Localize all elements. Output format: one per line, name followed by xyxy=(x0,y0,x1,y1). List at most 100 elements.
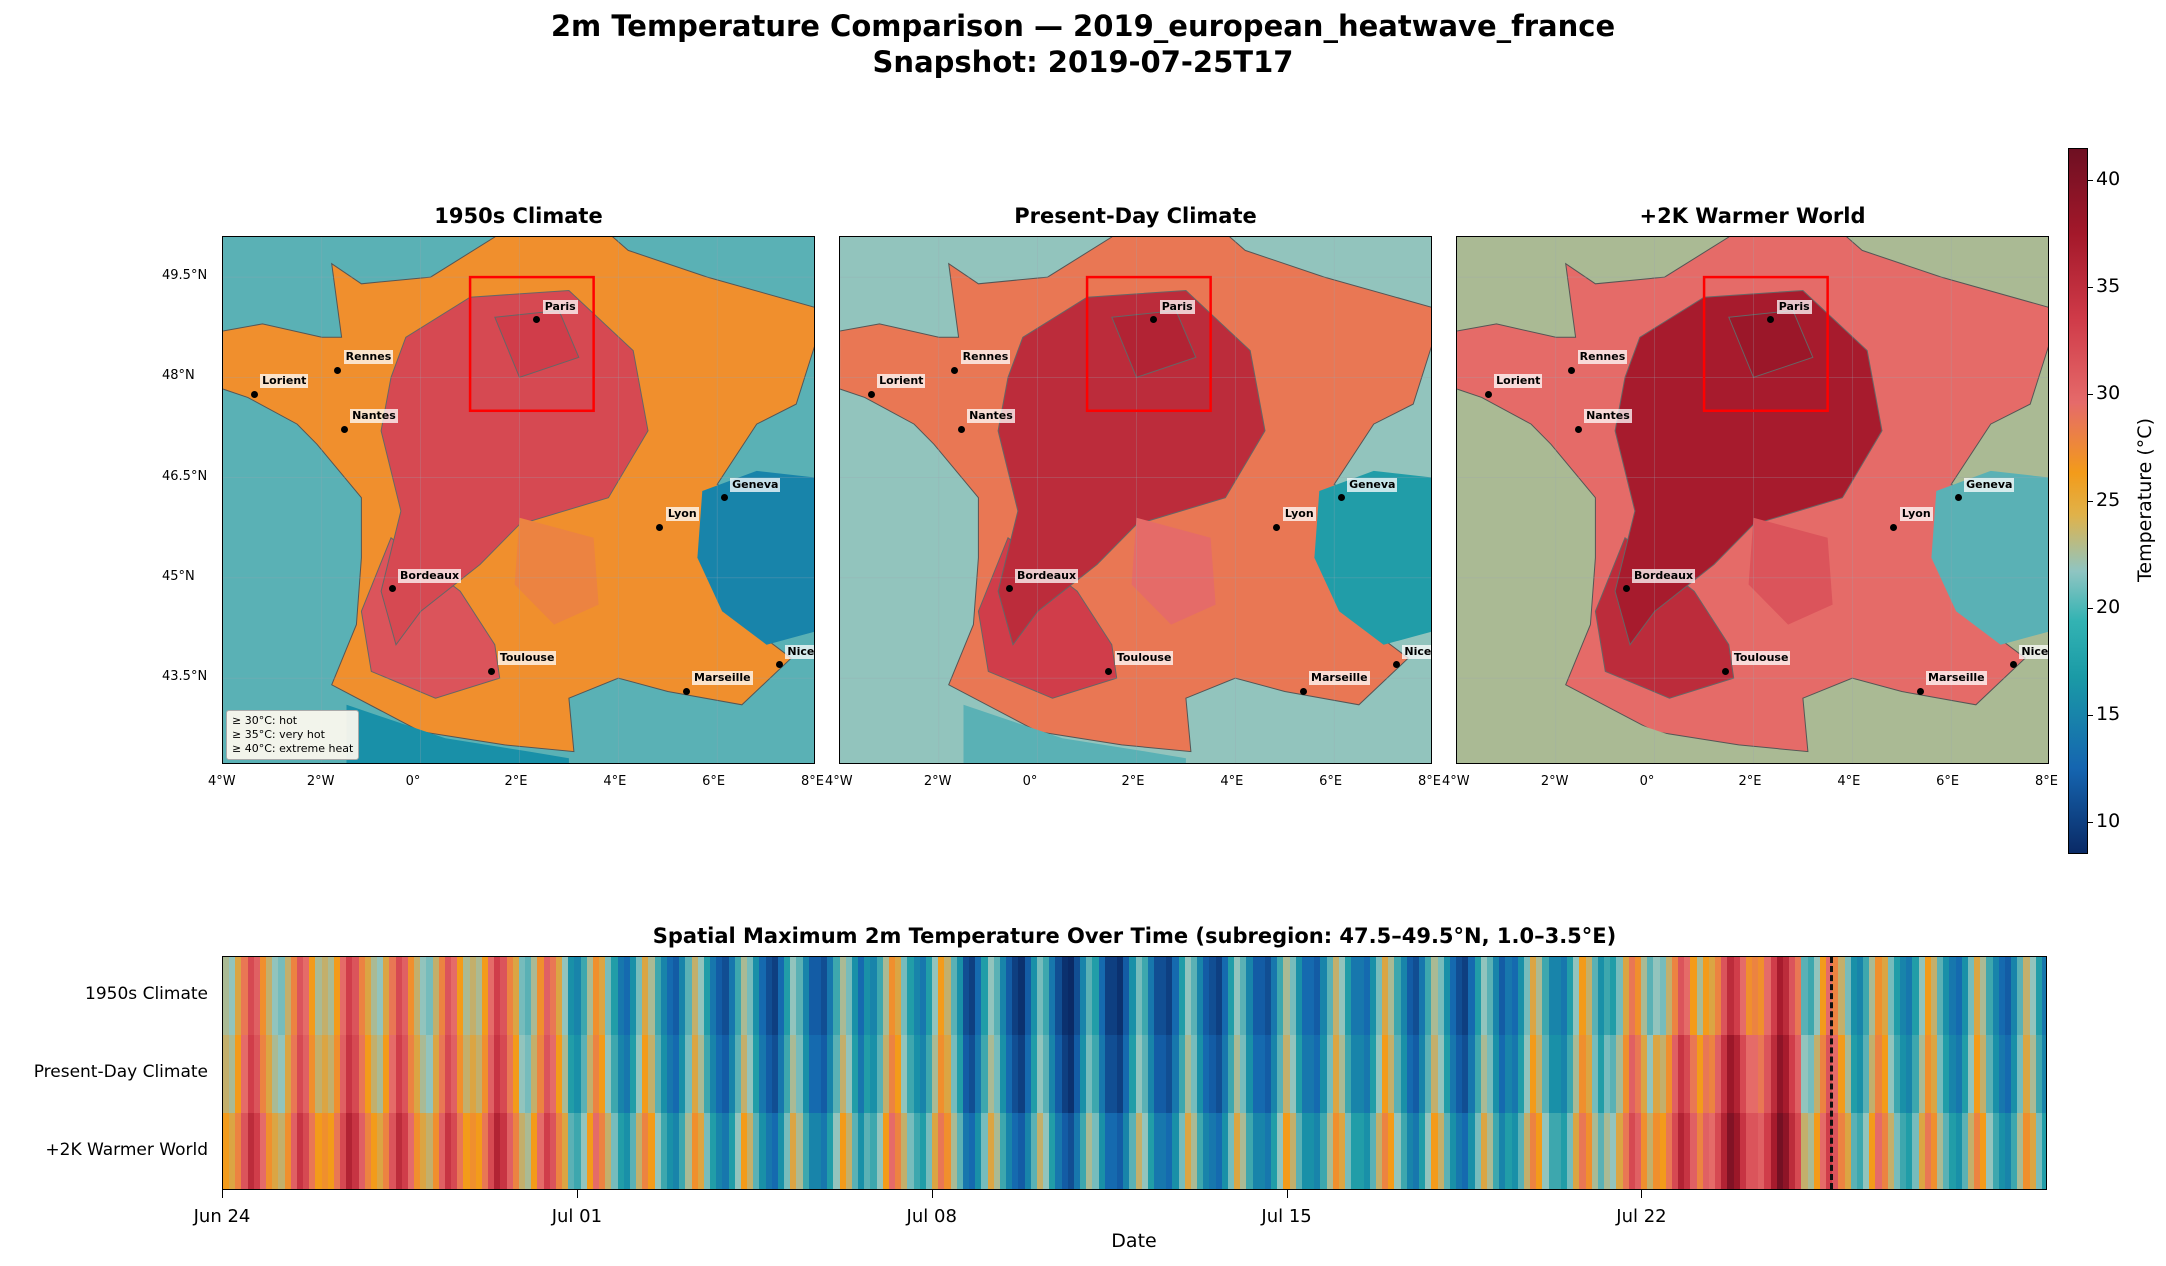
heatmap-cell xyxy=(938,957,945,1035)
heatmap-cell xyxy=(1271,1035,1278,1113)
heatmap-cell xyxy=(1141,1113,1149,1189)
heatmap-cell xyxy=(691,1113,699,1189)
city-marker xyxy=(488,667,496,675)
hot-zone-core xyxy=(1614,289,1883,646)
heatmap-cell xyxy=(1338,1113,1346,1189)
heatmap-cell xyxy=(1092,957,1100,1035)
heatmap-cell xyxy=(1351,1035,1359,1113)
heatmap-cell xyxy=(303,1113,310,1189)
heatmap-cell xyxy=(1881,1113,1889,1189)
heatmap-cell xyxy=(808,1035,816,1113)
heatmap-cell xyxy=(1856,1035,1864,1113)
heatmap-cell xyxy=(845,957,853,1035)
heatmap-cell xyxy=(1258,1113,1266,1189)
heatmap-cell xyxy=(1752,957,1759,1035)
heatmap-cell xyxy=(229,957,236,1035)
lon-tick-label: 8°E xyxy=(801,774,824,789)
heatmap-cell xyxy=(1542,1113,1550,1189)
heatmap-cell xyxy=(1542,1035,1550,1113)
heatmap-cell xyxy=(1332,1035,1340,1113)
lon-tick-label: 2°E xyxy=(1738,774,1762,789)
heatmap-cell xyxy=(660,1113,668,1189)
heatmap-cell xyxy=(1468,1113,1476,1189)
heatmap-cell xyxy=(1449,957,1457,1035)
heatmap-cell xyxy=(1486,1035,1494,1113)
heatmap-cell xyxy=(500,1113,508,1189)
heatmap-cell xyxy=(1776,957,1784,1035)
heatmap-cell xyxy=(1974,957,1981,1035)
heatmap-cell xyxy=(814,1035,822,1113)
heatmap-cell xyxy=(537,1113,545,1189)
heatmap-cell xyxy=(1924,1113,1932,1189)
heatmap-cell xyxy=(2004,1113,2012,1189)
city-label: Marseille xyxy=(1309,671,1370,686)
city-label: Nice xyxy=(2019,644,2049,659)
heatmap-cell xyxy=(395,1035,403,1113)
heatmap-cell xyxy=(284,1035,292,1113)
heatmap-cell xyxy=(1758,1113,1765,1189)
lat-tick-label: 49.5°N xyxy=(162,268,208,284)
heatmap-cell xyxy=(858,957,865,1035)
heatmap-cell xyxy=(1893,957,1901,1035)
heatmap-cell xyxy=(1338,1035,1346,1113)
heatmap-cell xyxy=(1739,1035,1747,1113)
heatmap-cell xyxy=(481,957,489,1035)
heatmap-cell xyxy=(827,957,834,1035)
heatmap-cell xyxy=(1345,957,1352,1035)
heatmap-cell xyxy=(469,1035,477,1113)
heatmap-cell xyxy=(426,957,434,1035)
heatmap-cell xyxy=(543,1113,551,1189)
heatmap-cell xyxy=(1388,1113,1396,1189)
heatmap-cell xyxy=(494,1113,502,1189)
heatmap-cell xyxy=(814,1113,822,1189)
heatmap-cell xyxy=(1906,957,1913,1035)
heatmap-cell xyxy=(1641,1035,1648,1113)
city-marker xyxy=(334,366,342,374)
heatmap-cell xyxy=(1708,1113,1716,1189)
heatmap-cell xyxy=(636,1113,643,1189)
city-label: Marseille xyxy=(1926,671,1987,686)
heatmap-cell xyxy=(1499,1113,1507,1189)
heatmap-cell xyxy=(1055,957,1063,1035)
heatmap-cell xyxy=(1943,1035,1950,1113)
heatmap-cell xyxy=(1579,1035,1587,1113)
city-label: Marseille xyxy=(692,671,753,686)
heatmap-cell xyxy=(1338,957,1346,1035)
heatmap-cell xyxy=(1511,957,1519,1035)
heatmap-cell xyxy=(1647,1113,1654,1189)
map-canvas xyxy=(1457,237,2048,763)
heatmap-cell xyxy=(1486,957,1494,1035)
city-label: Rennes xyxy=(343,350,394,364)
time-heatmap xyxy=(222,956,2047,1190)
heatmap-cell xyxy=(1283,1035,1291,1113)
heatmap-cell xyxy=(710,1035,717,1113)
heatmap-cell xyxy=(1511,1035,1519,1113)
heatmap-cell xyxy=(1215,957,1223,1035)
city-marker xyxy=(682,687,690,695)
colorbar-tick-label: 20 xyxy=(2096,595,2121,618)
lat-tick-label: 43.5°N xyxy=(162,669,208,685)
heatmap-cell xyxy=(1277,1035,1285,1113)
heatmap-cell xyxy=(685,1035,693,1113)
heatmap-cell xyxy=(605,957,612,1035)
heatmap-cell xyxy=(1795,957,1802,1035)
heatmap-cell xyxy=(592,957,600,1035)
heatmap-cell xyxy=(765,1113,773,1189)
heatmap-cell xyxy=(969,957,976,1035)
heatmap-cell xyxy=(1135,1035,1143,1113)
city-label: Bordeaux xyxy=(398,568,462,583)
heatmap-cell xyxy=(352,1113,360,1189)
heatmap-cell xyxy=(1295,1113,1303,1189)
heatmap-cell xyxy=(1147,1113,1155,1189)
heatmap-cell xyxy=(1567,957,1574,1035)
city-marker xyxy=(1273,523,1281,531)
city-label: Lyon xyxy=(665,507,699,522)
heatmap-cell xyxy=(1264,957,1272,1035)
heatmap-cell xyxy=(346,957,354,1035)
heatmap-cell xyxy=(907,1113,915,1189)
heatmap-cell xyxy=(1184,1113,1192,1189)
heatmap-cell xyxy=(1320,1035,1328,1113)
heatmap-cell xyxy=(1560,957,1568,1035)
heatmap-cell xyxy=(247,1113,255,1189)
panel-title-present: Present-Day Climate xyxy=(1014,204,1257,228)
